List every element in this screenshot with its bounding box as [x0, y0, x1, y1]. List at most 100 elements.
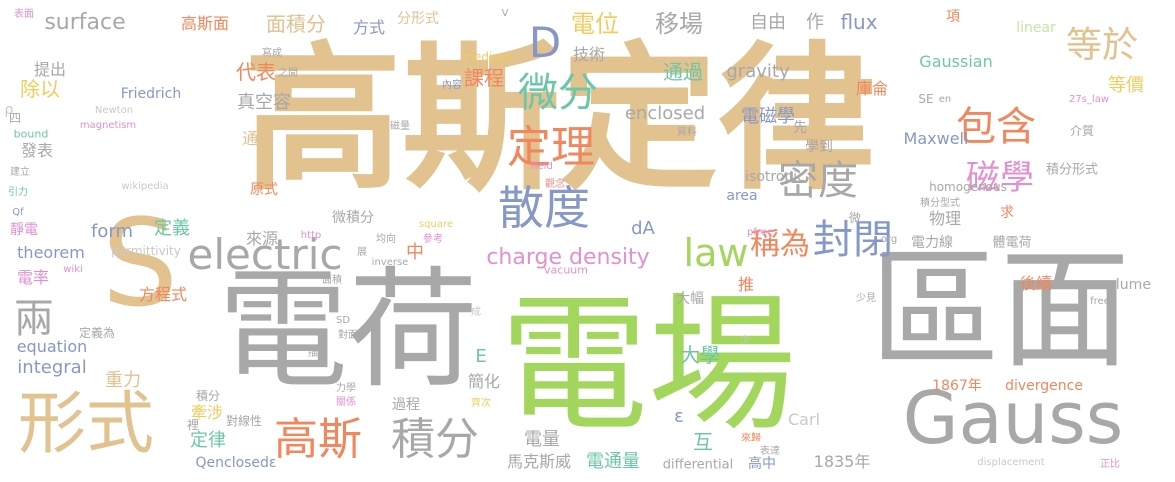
word-1867: 1867年	[932, 378, 982, 394]
word-rho: ρ	[4, 102, 14, 118]
word-few: 少	[740, 335, 750, 346]
word-surface: surface	[44, 10, 126, 35]
word-micro: 微	[848, 211, 862, 225]
word-displacement: displacement	[977, 457, 1045, 468]
word-mechanics: 力學	[336, 383, 356, 394]
word-two: 兩	[14, 296, 54, 342]
word-integral-form: 積分形式	[1045, 162, 1099, 178]
word-theorem: 定理	[507, 122, 595, 173]
word-s: S	[101, 195, 179, 334]
word-divergence: 散度	[498, 181, 590, 235]
word-homogenous: homogenous	[929, 180, 1007, 194]
word-include: 包含	[956, 104, 1036, 150]
word-data: 資料	[677, 127, 697, 138]
word-defined-as: 定義為	[78, 326, 116, 340]
word-se: SE	[918, 92, 934, 106]
word-qenclosed: Qenclosedε	[195, 455, 277, 471]
word-27s-law: 27s_law	[1068, 94, 1110, 105]
word-vacuum-permittivity: 真空容	[237, 92, 291, 113]
word-physics: 物理	[928, 209, 962, 228]
word-epsilon: ε	[674, 406, 684, 427]
word-org: org	[880, 234, 898, 245]
word-push: 推	[737, 275, 755, 294]
word-describe: 描述	[308, 348, 328, 359]
word-gauss-law: 高斯定律	[244, 28, 876, 212]
word-newton: Newton	[94, 105, 134, 116]
word-concept: 觀念	[545, 179, 565, 190]
word-form-en: form	[91, 221, 133, 242]
word-vacuum: vacuum	[544, 263, 588, 277]
word-electrostatic: 靜電	[10, 222, 38, 238]
word-charge-amount: 電量	[524, 429, 560, 450]
word-relation: 關係	[336, 397, 356, 408]
word-between: 之間	[278, 68, 298, 79]
word-en: en	[938, 94, 952, 105]
word-v: V	[501, 8, 509, 19]
word-written-as: 寫成	[262, 48, 282, 59]
word-definition: 定義	[154, 218, 190, 239]
word-high-school: 高中	[748, 456, 776, 472]
word-differential-en: differential	[662, 457, 734, 473]
word-gaussian-surface: 高斯面	[180, 14, 230, 33]
word-process: 過程	[392, 397, 420, 413]
word-simplify: 簡化	[467, 372, 501, 391]
word-mutual: 互	[693, 430, 713, 454]
word-density: 密度	[778, 158, 858, 204]
word-law: law	[683, 231, 749, 275]
word-learned: 學到	[805, 139, 833, 155]
word-equation: equation	[16, 337, 88, 356]
word-field-lines: 電力線	[911, 235, 953, 251]
word-gauss: Gauss	[902, 376, 1124, 460]
word-equation-cn: 方程式	[138, 285, 188, 304]
word-theorem-en: theorem	[17, 243, 85, 262]
word-charge: 電荷	[217, 254, 479, 406]
word-greatly: 大幅	[676, 291, 704, 307]
word-integral-type: 積分型式	[920, 198, 960, 209]
word-represent: 代表	[236, 60, 276, 84]
word-method: 方式	[352, 18, 386, 37]
word-square: square	[418, 219, 454, 230]
word-wiki: wiki	[63, 264, 83, 275]
word-university: 大學	[680, 343, 720, 367]
word-permittivity-cn: 電率	[16, 268, 50, 287]
word-middle: 中	[406, 242, 424, 263]
word-volume: volume	[1099, 277, 1151, 293]
word-1835: 1835年	[813, 452, 871, 471]
word-differential: 微分	[518, 70, 598, 116]
word-form: 形式	[17, 385, 155, 464]
word-enclosed: enclosed	[624, 103, 706, 124]
word-calculus: 微積分	[332, 210, 374, 226]
word-gaussian: Gaussian	[919, 52, 993, 71]
word-displacement-field: 移場	[655, 10, 703, 38]
word-electric-field: 電場	[500, 279, 796, 451]
word-seek: 求	[1000, 205, 1014, 221]
word-become: 成	[471, 307, 481, 318]
word-area-integral: 面積分	[266, 12, 326, 36]
word-four: 四	[8, 111, 22, 125]
word-express: 表達	[760, 446, 780, 457]
word-qf: Qf	[12, 207, 24, 218]
word-linear: linear	[1016, 20, 1056, 36]
word-magnetic-amount: 磁量	[390, 121, 410, 132]
word-area-cn: 面積	[322, 275, 342, 286]
word-charge-density: charge density	[486, 245, 650, 270]
word-partial-form: 分形式	[397, 11, 439, 27]
word-course: 課程	[464, 66, 504, 90]
word-publish: 發表	[20, 141, 54, 160]
word-field: field	[531, 161, 553, 172]
word-closed: 封閉	[813, 217, 893, 263]
word-rare: 少見	[856, 293, 876, 304]
word-proportional: 正比	[1100, 459, 1120, 470]
word-gauss-cn: 高斯	[274, 414, 362, 465]
word-http: http	[300, 230, 322, 241]
word-involve: 牽涉	[190, 403, 224, 422]
word-sd: SD	[335, 315, 351, 326]
word-wikipedia: wikipedia	[121, 181, 169, 192]
word-uniform: 均向	[376, 234, 396, 245]
word-integral-small: 積分	[195, 389, 221, 403]
word-law-cn: 定律	[190, 430, 226, 451]
word-subsequent: 後續	[1019, 274, 1053, 293]
word-source: 來源	[245, 229, 279, 248]
word-equivalent: 等價	[1108, 75, 1144, 96]
